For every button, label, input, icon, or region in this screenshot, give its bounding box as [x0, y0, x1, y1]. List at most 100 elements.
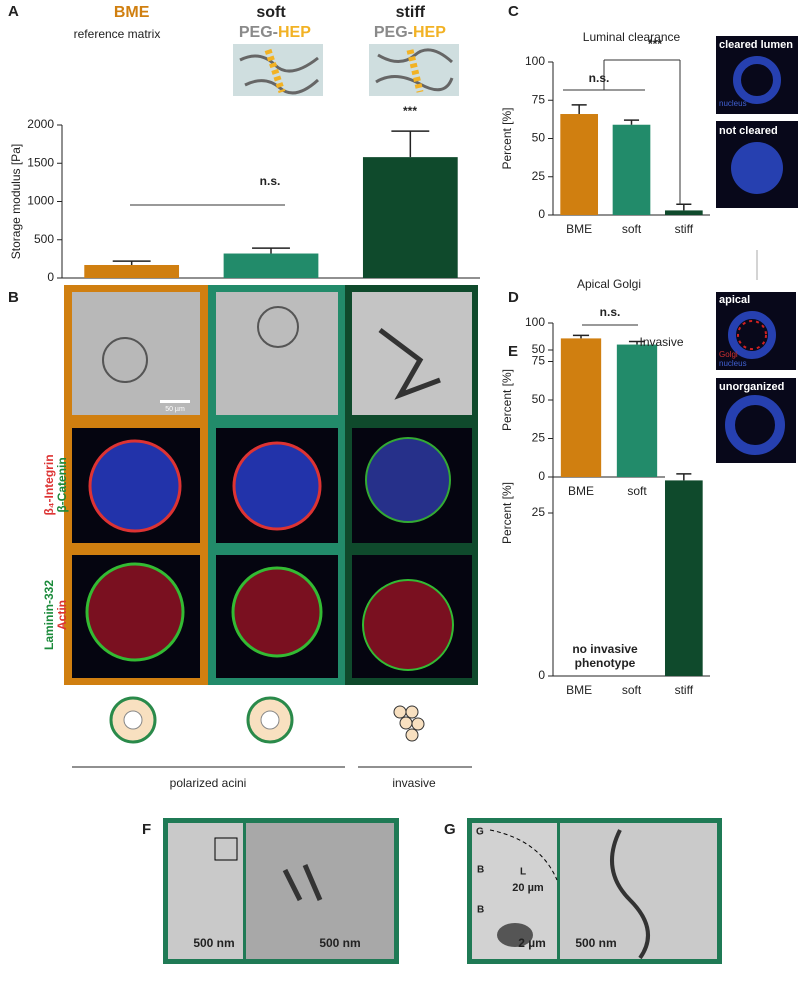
right-micrographs: cleared lumen nucleus not cleared apical…	[716, 36, 798, 463]
em-label: B	[477, 865, 484, 876]
x-tick-label: stiff	[675, 222, 694, 236]
y-tick-label: 100	[525, 315, 545, 329]
brightfield	[216, 292, 338, 415]
error-bar	[252, 247, 290, 254]
acinus	[88, 439, 182, 533]
y-tick-label: 25	[532, 431, 546, 445]
y-axis-label: Percent [%]	[500, 107, 514, 169]
cell-icon	[411, 717, 425, 731]
y-axis-label: Storage modulus [Pa]	[9, 144, 23, 259]
junction	[282, 864, 323, 902]
y-tick-label: 75	[532, 354, 546, 368]
error-bar	[628, 340, 646, 345]
nuclei	[725, 395, 785, 455]
brightfield	[72, 292, 200, 415]
scale-label: 500 nm	[193, 936, 234, 950]
panel-label: A	[8, 3, 19, 20]
acinus	[362, 579, 454, 671]
annotation: ***	[648, 37, 662, 51]
inset-box	[214, 837, 238, 861]
y-tick-label: 25	[532, 169, 546, 183]
nuclei	[731, 142, 783, 194]
group-label: invasive	[392, 776, 436, 790]
error-bar	[112, 260, 151, 265]
y-tick-label: 50	[532, 342, 546, 356]
gel-label: PEG- HEP PEG- HEP	[239, 24, 446, 41]
annotation: n.s.	[600, 305, 621, 319]
y-tick-label: 50	[532, 392, 546, 406]
cell	[378, 328, 441, 400]
nucleus	[497, 923, 533, 947]
y-tick-label: 75	[532, 92, 546, 106]
micrograph-label: nucleus	[719, 99, 747, 108]
y-tick-label: 25	[532, 505, 546, 519]
lumen	[260, 710, 280, 730]
golgi	[737, 320, 767, 350]
nuclei	[728, 311, 776, 359]
micrograph-label: nucleus	[719, 359, 747, 368]
em-panels: 500 nm 500 nm G B L 20 µm B 2 µm 500 nm	[163, 818, 722, 964]
micrograph-label: not cleared	[719, 125, 778, 137]
junction	[610, 829, 650, 960]
chart-title: Invasive	[639, 335, 683, 349]
nuclei	[733, 56, 781, 104]
bar	[223, 253, 319, 278]
annotation: phenotype	[575, 656, 636, 670]
y-tick-label: 0	[47, 270, 54, 284]
em-image	[246, 823, 394, 959]
annotation: n.s.	[589, 71, 610, 85]
header-subtitle: reference matrix	[74, 27, 161, 41]
y-tick-label: 0	[538, 469, 545, 483]
scale-label: 500 nm	[319, 936, 360, 950]
panel-label: C	[508, 3, 519, 20]
em-image	[560, 823, 717, 959]
boundary	[489, 829, 558, 881]
bar	[664, 480, 703, 676]
x-tick-label: soft	[622, 222, 642, 236]
panel-label: F	[142, 821, 151, 838]
group-label: polarized acini	[170, 776, 247, 790]
error-bar	[571, 104, 587, 115]
error-bar	[676, 473, 692, 481]
em-label: L	[520, 867, 526, 878]
cell-icon	[405, 705, 419, 719]
error-bar	[572, 334, 590, 339]
bar	[84, 264, 180, 278]
acinus	[232, 441, 322, 531]
y-axis-label: Percent [%]	[500, 482, 514, 544]
error-bar	[391, 130, 430, 158]
annotation: n.s.	[260, 174, 281, 188]
em-image	[168, 823, 243, 959]
panel-label: B	[8, 289, 19, 306]
chart-title: Luminal clearance	[583, 30, 681, 44]
x-tick-label: BME	[566, 222, 592, 236]
error-bar	[623, 119, 640, 125]
annotation: ***	[403, 104, 417, 118]
gel-peg: PEG-	[239, 24, 278, 41]
bar	[612, 124, 651, 215]
gel-hep: HEP	[278, 24, 311, 41]
cell-icon	[405, 728, 419, 742]
schematics: polarized acini invasive	[72, 696, 472, 790]
cell	[102, 337, 148, 383]
y-tick-label: 2000	[27, 117, 54, 131]
bar	[664, 210, 703, 215]
x-tick-label: BME	[566, 683, 592, 697]
x-tick-label: stiff	[396, 4, 426, 21]
y-tick-label: 0	[538, 207, 545, 221]
x-tick-label: BME	[114, 4, 150, 21]
lumen	[123, 710, 143, 730]
stain-label: Actin	[55, 600, 69, 630]
bar	[616, 344, 658, 477]
scale-label: 50 µm	[165, 406, 185, 413]
micrograph-label: cleared lumen	[719, 39, 793, 51]
micrograph-label: Golgi	[719, 350, 738, 359]
scale-label: 20 µm	[512, 882, 544, 894]
gel-hep: HEP	[413, 24, 446, 41]
em-label: B	[477, 905, 484, 916]
acinus	[231, 566, 323, 658]
x-tick-label: BME	[568, 484, 594, 498]
y-tick-label: 500	[34, 232, 54, 246]
gel-peg: PEG-	[374, 24, 413, 41]
